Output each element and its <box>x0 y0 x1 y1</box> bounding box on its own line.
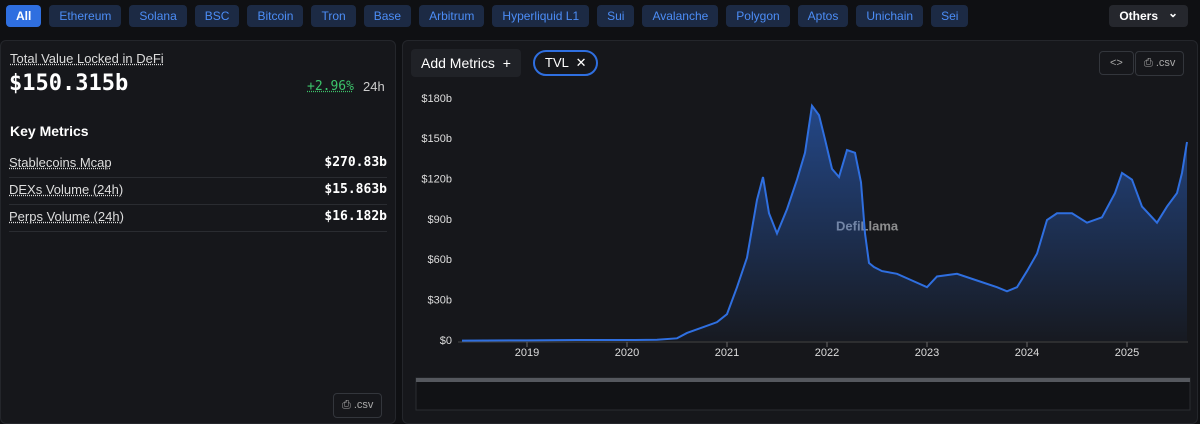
chain-tab[interactable]: Aptos <box>797 5 849 27</box>
chain-tab[interactable]: BSC <box>194 5 240 27</box>
chain-tab[interactable]: Tron <box>311 5 356 27</box>
y-tick-label: $150b <box>421 133 452 145</box>
y-tick-label: $180b <box>421 93 452 105</box>
chain-tab[interactable]: Base <box>363 5 412 27</box>
metric-row[interactable]: Perps Volume (24h) $16.182b <box>9 205 387 232</box>
x-tick-label: 2019 <box>515 347 539 359</box>
chain-tab[interactable]: Polygon <box>726 5 790 27</box>
metric-row[interactable]: Stablecoins Mcap $270.83b <box>9 151 387 178</box>
chain-tab[interactable]: Ethereum <box>49 5 122 27</box>
metric-value: $270.83b <box>324 155 387 170</box>
range-brush[interactable] <box>415 377 1191 411</box>
csv-label: .csv <box>1155 57 1176 69</box>
y-tick-label: $90b <box>428 214 452 226</box>
chain-tab[interactable]: Avalanche <box>642 5 719 27</box>
chain-tab[interactable]: Bitcoin <box>247 5 304 27</box>
y-tick-label: $30b <box>428 295 452 307</box>
metric-label: DEXs Volume (24h) <box>9 182 124 197</box>
x-tick-label: 2025 <box>1115 347 1139 359</box>
x-tick-label: 2023 <box>915 347 939 359</box>
metric-chip[interactable]: TVL ✕ <box>533 50 599 76</box>
x-tick-label: 2021 <box>715 347 739 359</box>
tvl-area <box>462 105 1187 341</box>
csv-label: .csv <box>353 399 374 411</box>
y-tick-label: $60b <box>428 254 452 266</box>
x-tick-label: 2024 <box>1015 347 1039 359</box>
add-metrics-label: Add Metrics <box>421 55 495 71</box>
chain-tabs: All Ethereum Solana BSC Bitcoin Tron Base Arbit… <box>6 5 969 27</box>
chain-tab[interactable]: Hyperliquid L1 <box>492 5 590 27</box>
x-tick-label: 2020 <box>615 347 639 359</box>
metric-label: Perps Volume (24h) <box>9 209 124 224</box>
metric-value: $16.182b <box>324 209 387 224</box>
x-tick-label: 2022 <box>815 347 839 359</box>
brush-handle-bar[interactable] <box>416 378 1190 382</box>
chain-tab[interactable]: Sei <box>931 5 969 27</box>
embed-button[interactable]: <> <box>1099 51 1134 75</box>
others-dropdown[interactable]: Others <box>1109 5 1188 27</box>
chain-tab[interactable]: All <box>6 5 42 27</box>
y-tick-label: $120b <box>421 174 452 186</box>
tvl-line <box>461 103 1188 342</box>
chain-tab[interactable]: Sui <box>597 5 635 27</box>
tvl-title: Total Value Locked in DeFi <box>10 51 164 66</box>
y-tick-label: $0 <box>440 335 452 347</box>
metric-label: Stablecoins Mcap <box>9 155 112 170</box>
metric-value: $15.863b <box>324 182 387 197</box>
chain-tab[interactable]: Arbitrum <box>419 5 485 27</box>
metric-chip-label: TVL <box>545 55 569 70</box>
change-period: 24h <box>363 79 385 94</box>
chain-tab[interactable]: Solana <box>129 5 187 27</box>
summary-panel: Total Value Locked in DeFi $150.315b +2.… <box>0 40 396 424</box>
csv-button[interactable]: ⎙ .csv <box>1135 51 1185 76</box>
tvl-change: +2.96% <box>307 79 354 94</box>
metric-row[interactable]: DEXs Volume (24h) $15.863b <box>9 178 387 205</box>
chain-tab[interactable]: Unichain <box>856 5 924 27</box>
csv-button[interactable]: ⎙ .csv <box>333 393 383 418</box>
add-metrics-button[interactable]: Add Metrics + <box>411 49 521 77</box>
tvl-value: $150.315b <box>9 71 129 96</box>
key-metrics-title: Key Metrics <box>10 123 89 139</box>
